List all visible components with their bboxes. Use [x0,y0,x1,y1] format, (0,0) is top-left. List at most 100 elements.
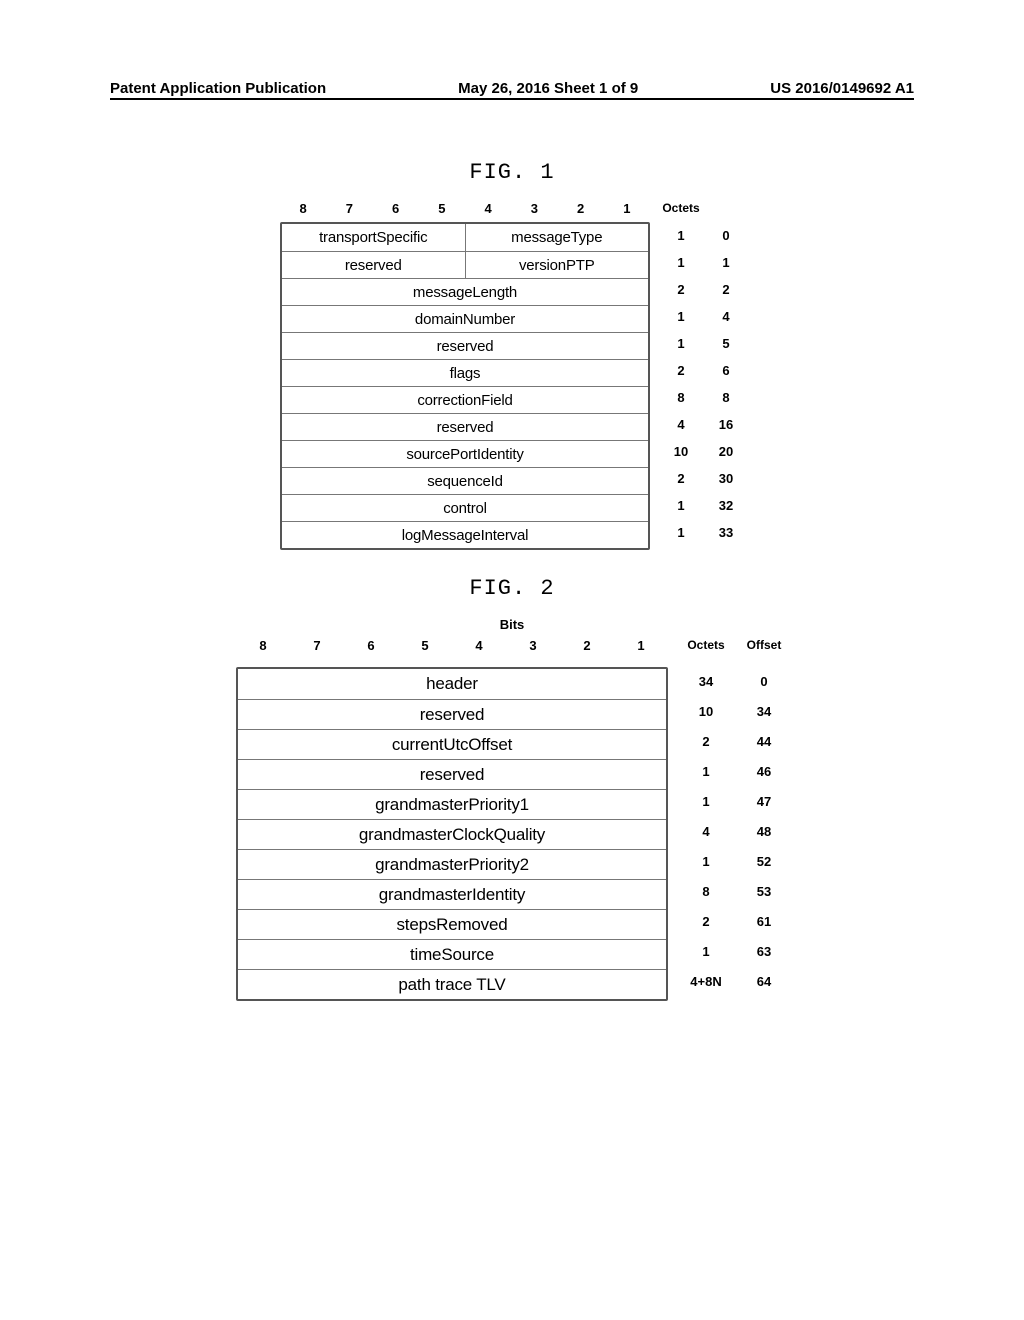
table-row: messageLength [282,278,648,305]
header-left: Patent Application Publication [110,80,326,97]
offset-value: 6 [708,357,744,384]
octets-value: 1 [658,303,704,330]
fig1-octets-col: 1121128410211 [658,222,704,546]
table-row: transportSpecificmessageType [282,224,648,251]
fig2-table: headerreservedcurrentUtcOffsetreservedgr… [236,667,668,1001]
octets-value: 34 [678,667,734,697]
octets-value: 4 [678,817,734,847]
offset-value: 1 [708,249,744,276]
field-cell: currentUtcOffset [238,730,666,759]
field-cell: correctionField [282,387,648,413]
table-row: header [238,669,666,699]
offset-value: 33 [708,519,744,546]
table-row: correctionField [282,386,648,413]
octets-value: 10 [678,697,734,727]
offset-value: 44 [740,727,788,757]
offset-value: 0 [740,667,788,697]
octets-value: 1 [678,757,734,787]
table-row: reserved [282,332,648,359]
fig2-title: FIG. 2 [110,576,914,601]
field-cell: timeSource [238,940,666,969]
fig2-octets-header: Octets [678,638,734,652]
offset-value: 64 [740,967,788,997]
field-cell: path trace TLV [238,970,666,999]
bit-label: 6 [344,638,398,653]
fig2-offset-header: Offset [740,638,788,652]
fig1-table: transportSpecificmessageTypereservedvers… [280,222,650,550]
bit-label: 8 [236,638,290,653]
table-row: grandmasterPriority2 [238,849,666,879]
bit-label: 4 [465,201,511,216]
octets-value: 4+8N [678,967,734,997]
field-cell: logMessageInterval [282,522,648,548]
table-row: grandmasterClockQuality [238,819,666,849]
field-cell: control [282,495,648,521]
bit-label: 1 [614,638,668,653]
field-cell: reserved [238,760,666,789]
table-row: stepsRemoved [238,909,666,939]
offset-value: 20 [708,438,744,465]
octets-value: 2 [678,907,734,937]
fig2-offset-col: 034444647485253616364 [740,667,788,997]
fig2: Bits 87654321 Octets Offset headerreserv… [110,617,914,1001]
octets-value: 1 [678,937,734,967]
offset-value: 61 [740,907,788,937]
octets-value: 2 [658,276,704,303]
field-cell: header [238,669,666,699]
bit-label: 7 [290,638,344,653]
table-row: flags [282,359,648,386]
field-cell: flags [282,360,648,386]
field-cell: reserved [238,700,666,729]
bit-label: 3 [506,638,560,653]
offset-value: 5 [708,330,744,357]
field-cell: grandmasterPriority2 [238,850,666,879]
offset-value: 48 [740,817,788,847]
offset-value: 63 [740,937,788,967]
octets-value: 2 [658,357,704,384]
field-cell: messageType [465,224,649,251]
header-right: US 2016/0149692 A1 [770,80,914,97]
table-row: reserved [238,759,666,789]
offset-value: 0 [708,222,744,249]
octets-value: 1 [658,222,704,249]
fig2-bit-labels: 87654321 [236,638,668,653]
octets-value: 1 [678,847,734,877]
table-row: timeSource [238,939,666,969]
table-row: reserved [282,413,648,440]
fig1-bit-labels: 87654321 [280,201,650,216]
field-cell: sequenceId [282,468,648,494]
field-cell: reserved [282,333,648,359]
fig1-octets-header: Octets [658,201,704,215]
octets-value: 8 [658,384,704,411]
fig2-bits-label: Bits [296,617,728,632]
octets-value: 10 [658,438,704,465]
patent-header: Patent Application Publication May 26, 2… [110,80,914,100]
offset-value: 34 [740,697,788,727]
table-row: reservedversionPTP [282,251,648,278]
offset-value: 4 [708,303,744,330]
offset-value: 8 [708,384,744,411]
field-cell: versionPTP [465,252,649,278]
table-row: logMessageInterval [282,521,648,548]
bit-label: 2 [560,638,614,653]
octets-value: 1 [658,519,704,546]
field-cell: messageLength [282,279,648,305]
fig1-title: FIG. 1 [110,160,914,185]
octets-value: 1 [658,249,704,276]
field-cell: transportSpecific [282,224,465,251]
bit-label: 7 [326,201,372,216]
field-cell: reserved [282,414,648,440]
table-row: path trace TLV [238,969,666,999]
octets-value: 1 [658,330,704,357]
header-center: May 26, 2016 Sheet 1 of 9 [458,80,638,97]
octets-value: 1 [658,492,704,519]
offset-value: 32 [708,492,744,519]
bit-label: 8 [280,201,326,216]
offset-value: 52 [740,847,788,877]
table-row: currentUtcOffset [238,729,666,759]
octets-value: 1 [678,787,734,817]
bit-label: 3 [511,201,557,216]
table-row: reserved [238,699,666,729]
table-row: sourcePortIdentity [282,440,648,467]
offset-value: 46 [740,757,788,787]
